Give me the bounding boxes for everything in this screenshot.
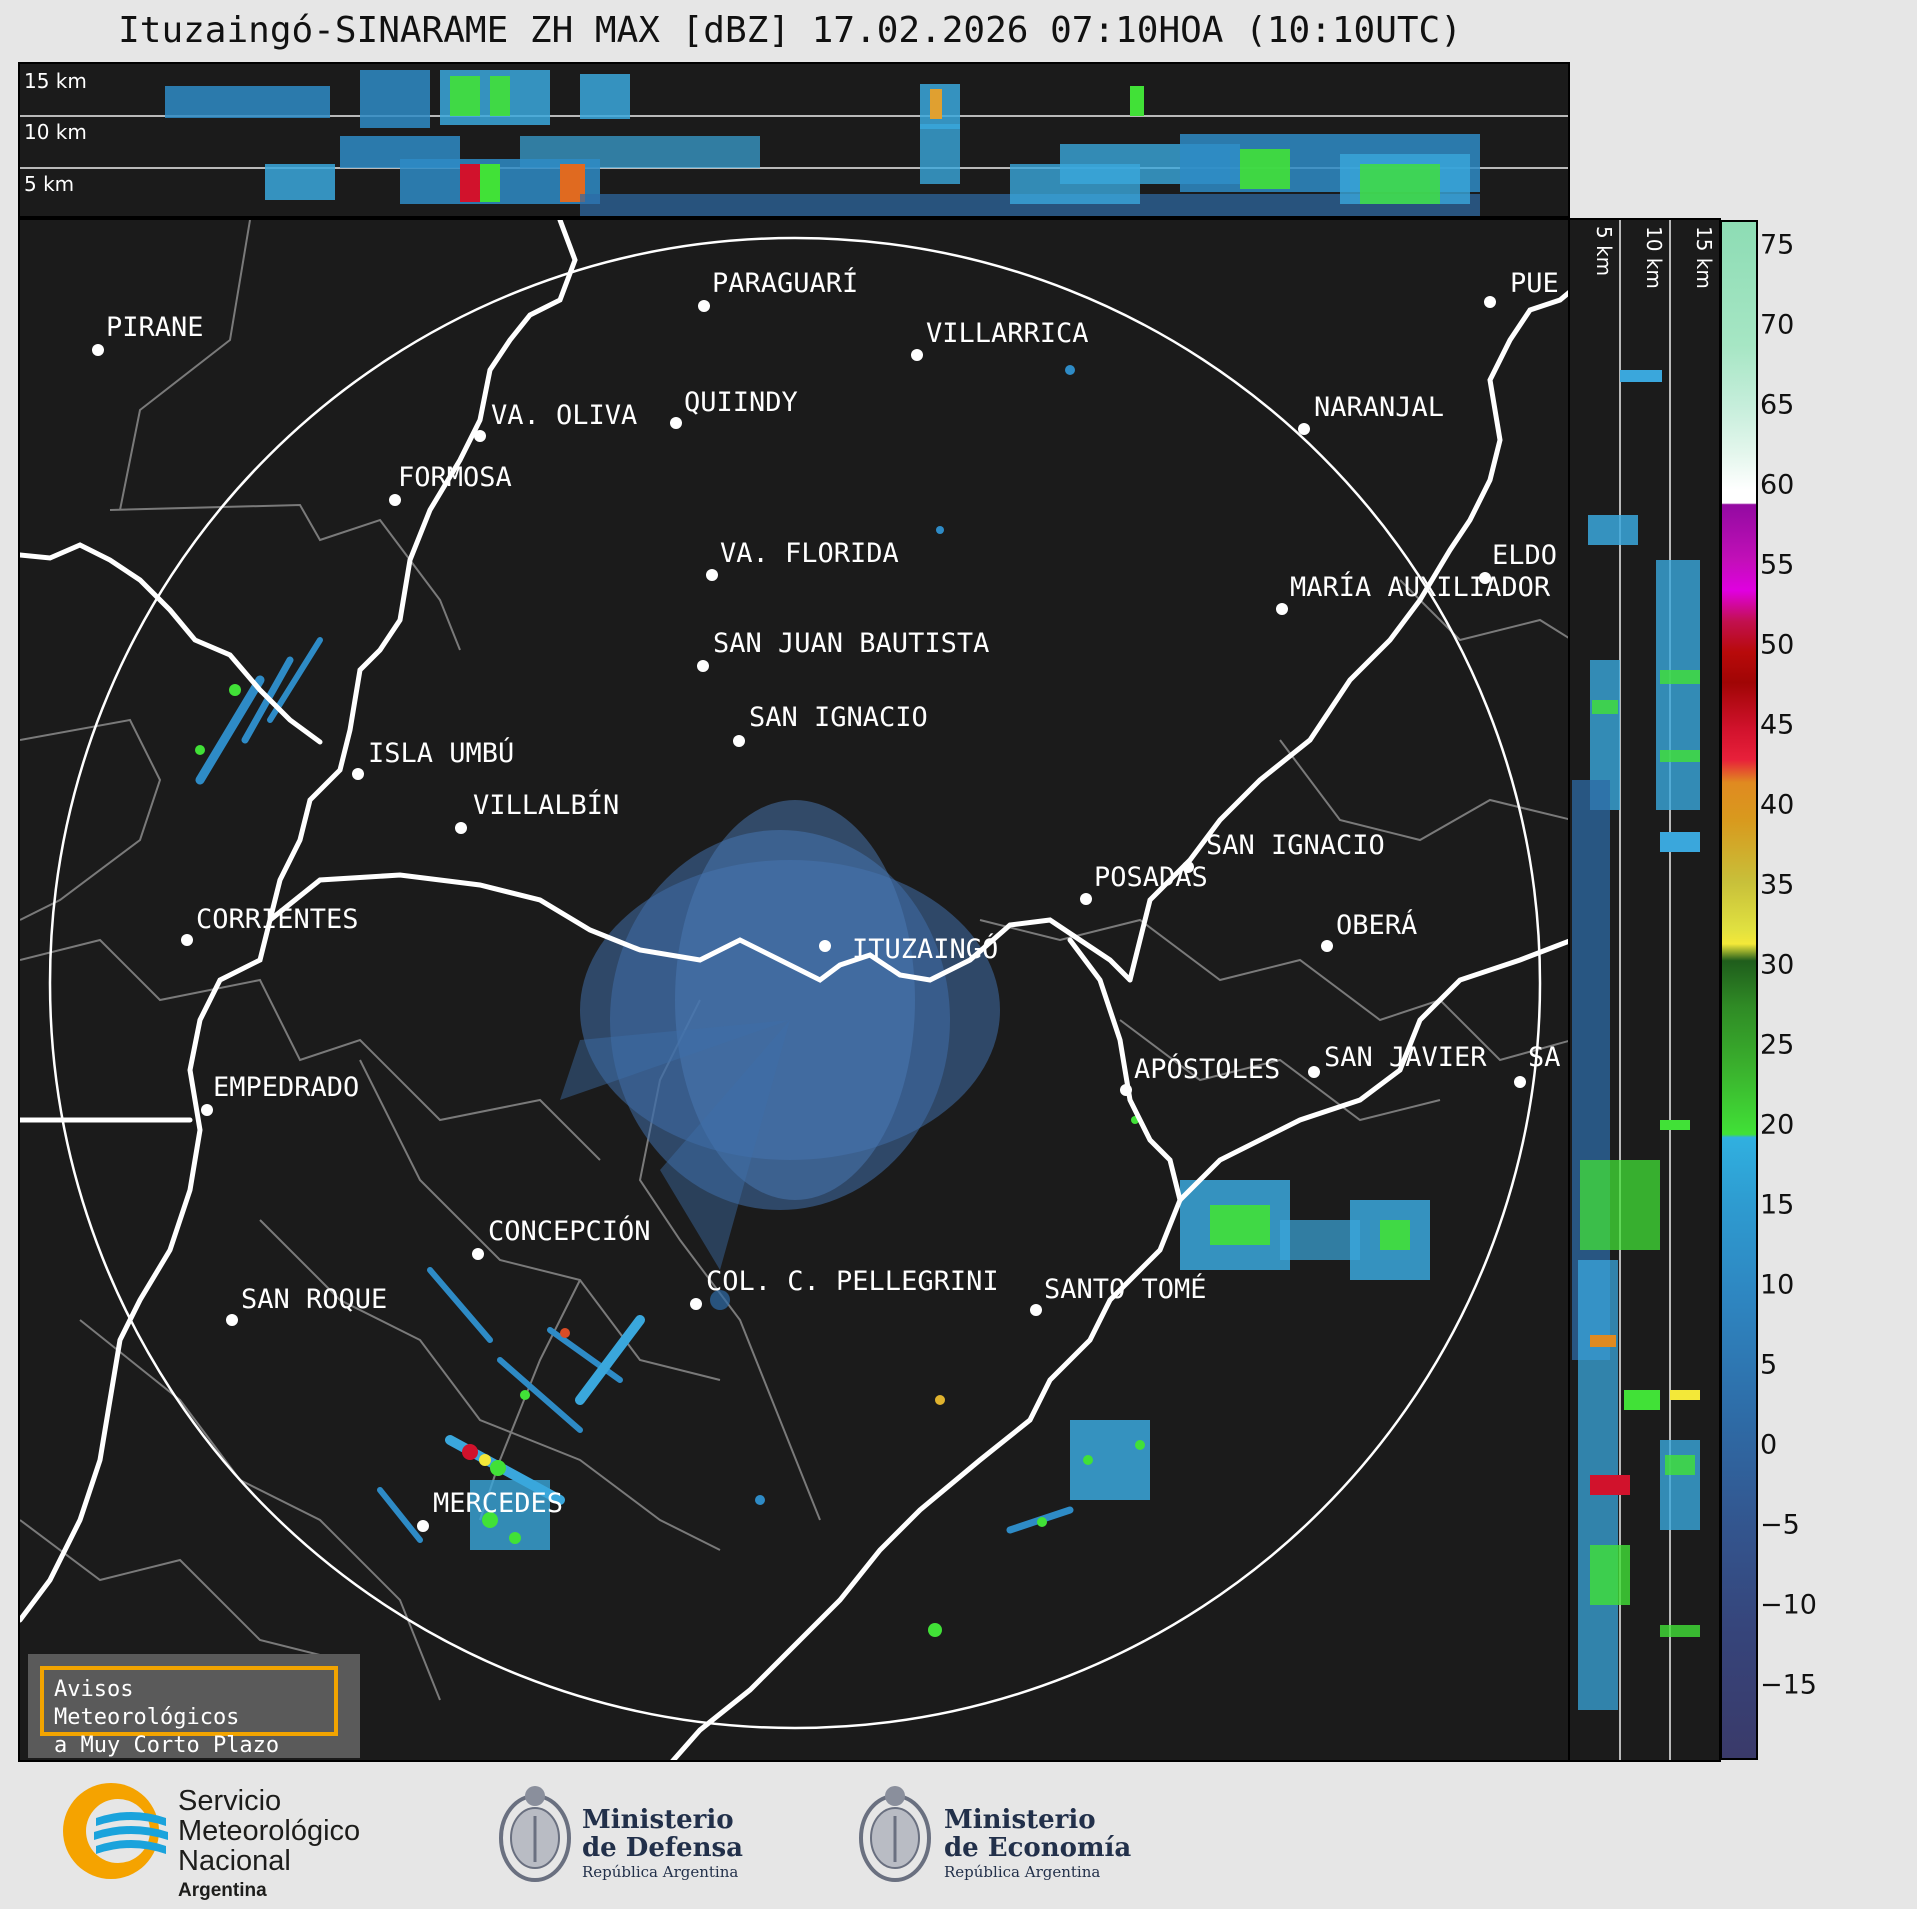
top-cross-section-panel: 15 km 10 km 5 km [18,62,1570,218]
defensa-line-3: República Argentina [582,1863,739,1881]
cb-tick-15: 15 [1760,1189,1795,1221]
city-label-naranjal: NARANJAL [1314,392,1445,423]
cb-tick-25: 25 [1760,1029,1795,1061]
cb-tick-50: 50 [1760,629,1795,661]
province-borders [20,220,1568,1701]
city-label-corrientes: CORRIENTES [196,904,359,935]
side-height-label-5: 5 km [1592,226,1616,277]
cb-tick-neg10: −10 [1760,1589,1817,1621]
top-cross-section-canvas [20,70,1568,216]
cb-tick-5: 5 [1760,1349,1778,1381]
cb-tick-30: 30 [1760,949,1795,981]
cb-tick-45: 45 [1760,709,1795,741]
top-height-label-15: 15 km [24,69,87,93]
economia-line-1: Ministerio [944,1805,1096,1835]
side-cross-section-canvas [1572,220,1700,1760]
economia-line-2: de Economía [944,1833,1132,1863]
city-label-paraguari: PARAGUARÍ [712,268,859,299]
economia-seal-icon [859,1786,931,1882]
economia-logo-text: Ministerio de Economía República Argenti… [944,1806,1131,1882]
cb-tick-neg15: −15 [1760,1669,1817,1701]
city-label-va-florida: VA. FLORIDA [720,538,899,569]
smn-line-4: Argentina [178,1880,267,1901]
defensa-line-1: Ministerio [582,1805,734,1835]
smn-line-2: Meteorológico [178,1815,361,1847]
city-label-san-roque: SAN ROQUE [241,1284,388,1315]
city-label-villalbin: VILLALBÍN [473,790,620,821]
smn-logo-text: Servicio Meteorológico Nacional Argentin… [178,1786,360,1906]
city-label-quiindy: QUIINDY [684,387,798,418]
smn-line-1: Servicio [178,1785,282,1817]
city-label-col-pellegrini: COL. C. PELLEGRINI [706,1266,999,1297]
city-label-posadas: POSADAS [1094,862,1208,893]
cb-tick-10: 10 [1760,1269,1795,1301]
top-echo-cells [165,70,1480,216]
warning-banner[interactable]: Avisos Meteorológicos a Muy Corto Plazo [28,1654,360,1758]
economia-line-3: República Argentina [944,1863,1101,1881]
side-echo-cells [1572,370,1700,1710]
cb-tick-40: 40 [1760,789,1795,821]
city-label-empedrado: EMPEDRADO [213,1072,360,1103]
cb-tick-35: 35 [1760,869,1795,901]
radar-map-canvas [20,220,1568,1760]
city-label-san-ignacio-py: SAN IGNACIO [749,702,928,733]
side-cross-section-panel: 5 km 10 km 15 km [1568,218,1721,1762]
range-ring [48,236,1542,1730]
cb-tick-75: 75 [1760,229,1795,261]
dbz-colorbar [1720,220,1758,1760]
city-label-concepcion: CONCEPCIÓN [488,1216,651,1247]
cb-tick-55: 55 [1760,549,1795,581]
defensa-line-2: de Defensa [582,1833,743,1863]
side-height-label-10: 10 km [1642,226,1666,289]
city-label-villarrica: VILLARRICA [926,318,1089,349]
warning-banner-box[interactable]: Avisos Meteorológicos a Muy Corto Plazo [40,1666,338,1758]
radar-echo-cells [195,365,1430,1637]
cb-tick-20: 20 [1760,1109,1795,1141]
cb-tick-0: 0 [1760,1429,1778,1461]
warning-line-2: a Muy Corto Plazo [54,1733,280,1758]
cb-tick-65: 65 [1760,389,1795,421]
city-label-san-ignacio-ar: SAN IGNACIO [1206,830,1385,861]
city-label-san-juan-bautista: SAN JUAN BAUTISTA [713,628,990,659]
cb-tick-70: 70 [1760,309,1795,341]
city-label-pue: PUE [1510,268,1559,299]
defensa-logo-text: Ministerio de Defensa República Argentin… [582,1806,743,1882]
cb-tick-60: 60 [1760,469,1795,501]
city-label-va-oliva: VA. OLIVA [491,400,638,431]
defensa-seal-icon [499,1786,571,1882]
side-height-label-15: 15 km [1692,226,1716,289]
international-borders [20,220,1568,1760]
city-label-maria-auxiliador: MARÍA AUXILIADOR [1290,572,1551,603]
city-label-isla-umbu: ISLA UMBÚ [368,738,515,769]
colorbar-ticks: 75 70 65 60 55 50 45 40 35 30 25 20 15 1… [1760,222,1840,1758]
city-label-san-javier: SAN JAVIER [1324,1042,1487,1073]
city-label-obera: OBERÁ [1336,910,1418,941]
city-label-sa: SA [1528,1042,1561,1073]
smn-line-3: Nacional [178,1845,291,1877]
smn-logo-icon [63,1783,168,1879]
radar-map: PIRANE PARAGUARÍ VILLARRICA VA. OLIVA QU… [18,218,1570,1762]
top-height-label-5: 5 km [24,172,75,196]
warning-line-1: Avisos Meteorológicos [54,1677,240,1730]
city-label-eldo: ELDO [1492,540,1558,571]
city-label-mercedes: MERCEDES [433,1488,564,1519]
radar-ground-clutter [560,800,1000,1270]
city-label-pirane: PIRANE [106,312,204,343]
city-label-ituzaingo: ITUZAINGÓ [852,934,999,965]
cb-tick-neg5: −5 [1760,1509,1800,1541]
city-label-formosa: FORMOSA [398,462,512,493]
top-height-label-10: 10 km [24,120,87,144]
city-markers [92,296,1526,1532]
chart-title: Ituzaingó-SINARAME ZH MAX [dBZ] 17.02.20… [118,10,1462,51]
city-label-santo-tome: SANTO TOMÉ [1044,1274,1207,1305]
city-label-apostoles: APÓSTOLES [1134,1054,1281,1085]
